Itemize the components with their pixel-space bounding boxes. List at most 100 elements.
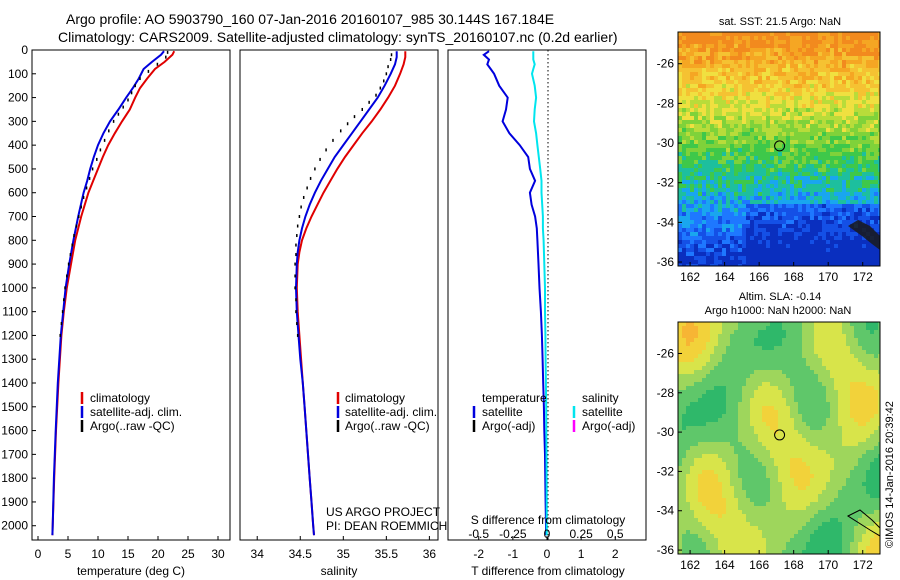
sst-cell <box>750 108 754 112</box>
sst-cell <box>726 240 730 244</box>
sst-cell <box>862 104 866 108</box>
sla-cell <box>850 398 854 402</box>
sla-cell <box>746 350 750 354</box>
sst-cell <box>838 248 842 252</box>
sla-cell <box>778 426 782 430</box>
sst-cell <box>722 256 726 260</box>
sla-cell <box>834 394 838 398</box>
sst-cell <box>766 212 770 216</box>
sst-cell <box>710 184 714 188</box>
sla-cell <box>794 430 798 434</box>
sst-cell <box>814 188 818 192</box>
sla-cell <box>686 394 690 398</box>
sla-cell <box>806 394 810 398</box>
sla-cell <box>862 334 866 338</box>
sst-cell <box>686 220 690 224</box>
sst-cell <box>834 108 838 112</box>
sla-cell <box>718 414 722 418</box>
sst-cell <box>770 200 774 204</box>
sla-cell <box>774 338 778 342</box>
sla-cell <box>722 398 726 402</box>
sst-cell <box>678 256 682 260</box>
sst-cell <box>790 84 794 88</box>
sla-cell <box>854 422 858 426</box>
sst-cell <box>766 152 770 156</box>
sst-cell <box>730 264 734 266</box>
sst-cell <box>834 76 838 80</box>
sst-cell <box>838 44 842 48</box>
sst-cell <box>814 152 818 156</box>
sst-cell <box>858 152 862 156</box>
sst-cell <box>702 188 706 192</box>
sst-cell <box>702 32 706 36</box>
sla-cell <box>814 434 818 438</box>
sst-cell <box>746 256 750 260</box>
sla-cell <box>822 438 826 442</box>
sla-cell <box>698 338 702 342</box>
sst-cell <box>834 72 838 76</box>
sst-cell <box>826 136 830 140</box>
sla-cell <box>770 334 774 338</box>
sst-cell <box>786 244 790 248</box>
sst-cell <box>730 216 734 220</box>
sla-cell <box>798 414 802 418</box>
sla-cell <box>834 430 838 434</box>
sst-cell <box>870 40 874 44</box>
sst-cell <box>862 72 866 76</box>
sst-cell <box>806 132 810 136</box>
sst-cell <box>750 40 754 44</box>
sla-cell <box>754 446 758 450</box>
sla-cell <box>790 354 794 358</box>
sst-cell <box>758 216 762 220</box>
sst-cell <box>718 264 722 266</box>
sst-cell <box>790 196 794 200</box>
sst-cell <box>726 124 730 128</box>
sst-cell <box>694 60 698 64</box>
sst-cell <box>830 52 834 56</box>
sst-cell <box>786 248 790 252</box>
sst-cell <box>754 248 758 252</box>
sst-cell <box>810 148 814 152</box>
sla-cell <box>766 354 770 358</box>
sla-cell <box>870 438 874 442</box>
sla-cell <box>826 430 830 434</box>
sst-cell <box>730 56 734 60</box>
sst-cell <box>810 68 814 72</box>
sst-cell <box>866 60 870 64</box>
sst-cell <box>686 208 690 212</box>
sst-cell <box>838 264 842 266</box>
sst-cell <box>746 208 750 212</box>
sst-cell <box>838 228 842 232</box>
sla-cell <box>806 346 810 350</box>
sst-cell <box>718 84 722 88</box>
sla-cell <box>694 386 698 390</box>
sst-cell <box>698 80 702 84</box>
sla-cell <box>742 426 746 430</box>
sst-cell <box>778 48 782 52</box>
sla-cell <box>826 414 830 418</box>
sst-cell <box>826 112 830 116</box>
sst-cell <box>826 104 830 108</box>
sst-cell <box>750 148 754 152</box>
sst-cell <box>750 252 754 256</box>
sla-cell <box>738 334 742 338</box>
sst-cell <box>786 256 790 260</box>
sla-cell <box>766 454 770 458</box>
sst-cell <box>698 200 702 204</box>
map-lat-label: -26 <box>657 57 675 71</box>
sst-cell <box>794 112 798 116</box>
sst-cell <box>846 128 850 132</box>
sla-cell <box>806 434 810 438</box>
sla-cell <box>706 414 710 418</box>
sst-cell <box>726 112 730 116</box>
sla-cell <box>770 430 774 434</box>
sst-cell <box>678 184 682 188</box>
sst-cell <box>726 152 730 156</box>
legend-label-argo: Argo(..raw -QC) <box>345 419 430 433</box>
sst-cell <box>786 220 790 224</box>
sst-cell <box>710 48 714 52</box>
sla-cell <box>742 414 746 418</box>
sla-cell <box>730 398 734 402</box>
sla-cell <box>846 442 850 446</box>
sst-cell <box>742 196 746 200</box>
